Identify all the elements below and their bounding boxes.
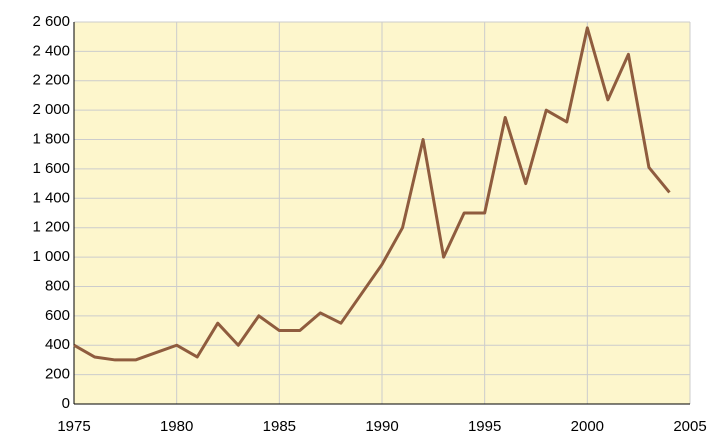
y-tick-label: 1 200: [32, 219, 70, 236]
x-tick-label: 2005: [673, 418, 706, 435]
x-tick-label: 1975: [57, 418, 90, 435]
y-tick-label: 2 200: [32, 72, 70, 89]
y-tick-label: 2 400: [32, 42, 70, 59]
x-tick-label: 1995: [468, 418, 501, 435]
y-tick-label: 800: [45, 277, 70, 294]
y-tick-label: 600: [45, 307, 70, 324]
y-tick-label: 2 600: [32, 13, 70, 30]
y-tick-label: 200: [45, 366, 70, 383]
y-tick-label: 400: [45, 336, 70, 353]
y-tick-label: 2 000: [32, 101, 70, 118]
x-tick-label: 2000: [571, 418, 604, 435]
y-tick-label: 1 800: [32, 131, 70, 148]
x-tick-label: 1985: [263, 418, 296, 435]
y-tick-label: 0: [62, 395, 70, 412]
x-tick-label: 1980: [160, 418, 193, 435]
y-tick-label: 1 600: [32, 160, 70, 177]
x-tick-label: 1990: [365, 418, 398, 435]
y-tick-label: 1 400: [32, 189, 70, 206]
data-line: [73, 26, 671, 362]
y-tick-label: 1 000: [32, 248, 70, 265]
